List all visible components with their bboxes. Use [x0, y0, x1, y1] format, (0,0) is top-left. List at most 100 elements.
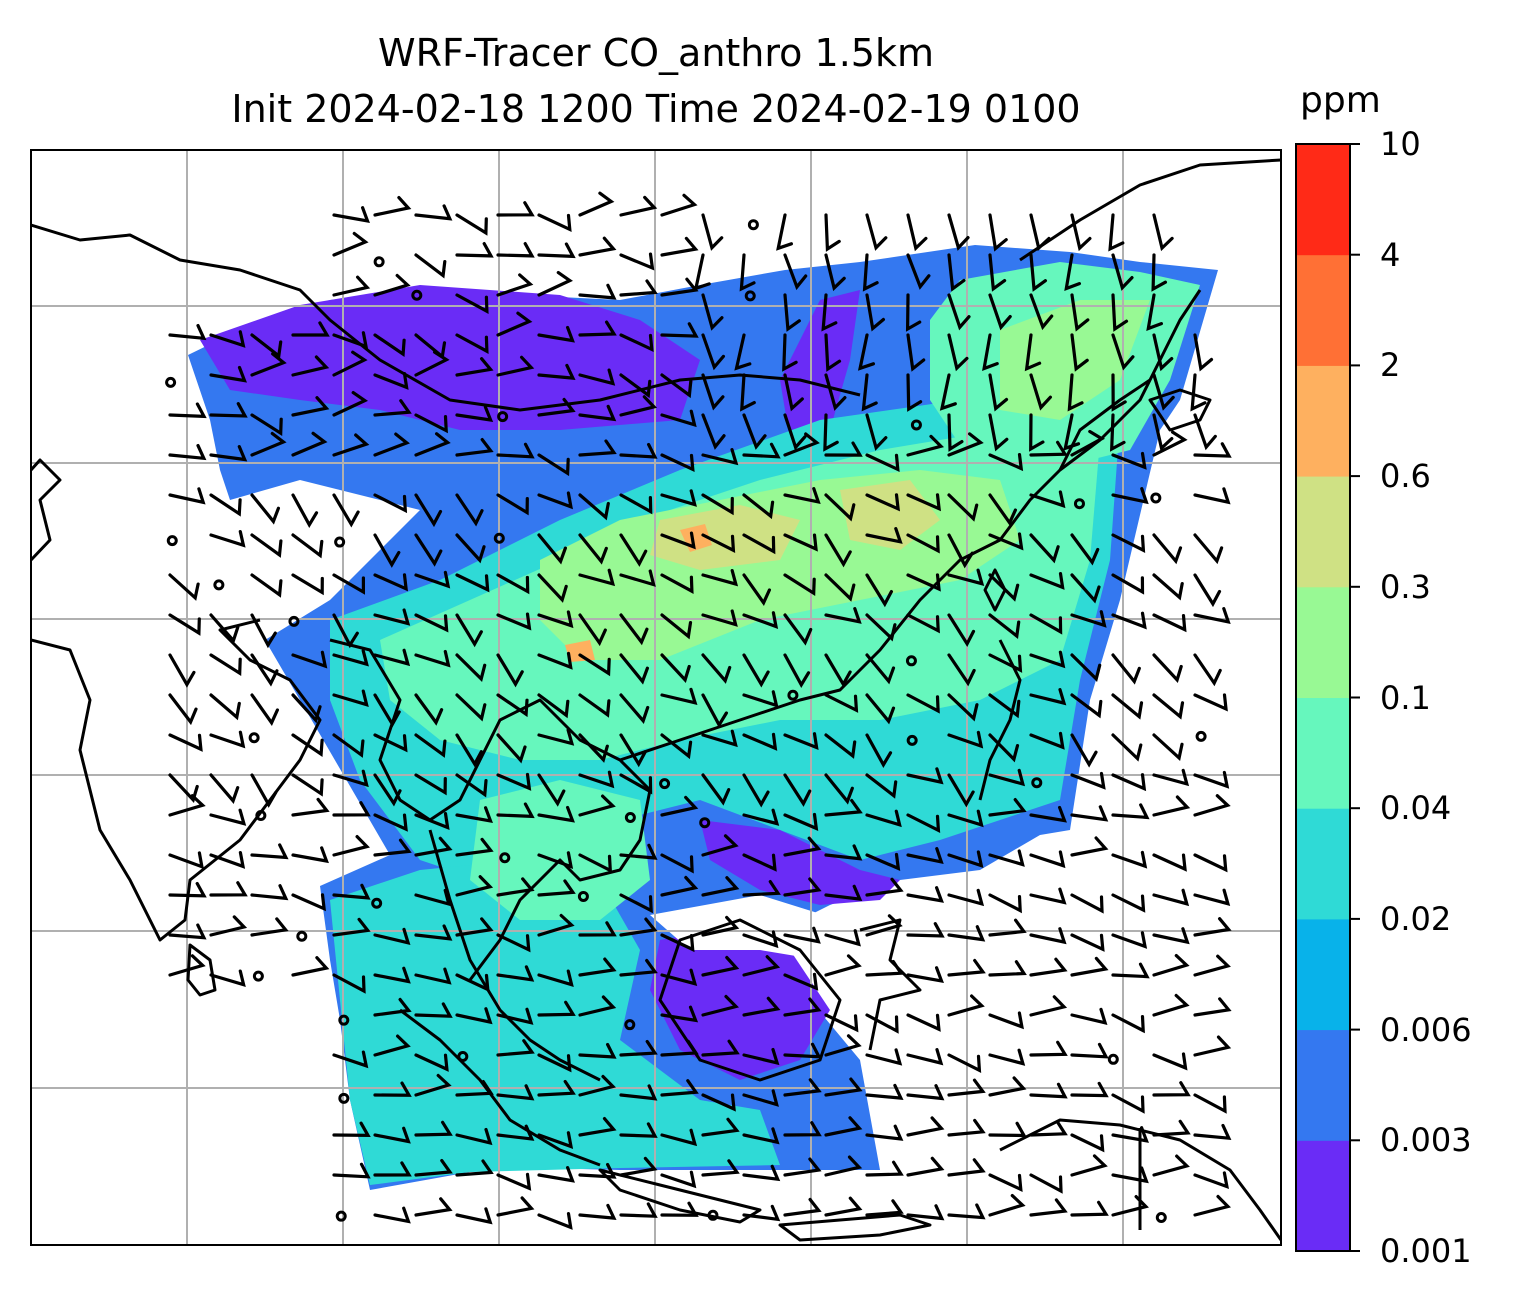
- wind-barb: [906, 693, 940, 714]
- wind-barb: [414, 967, 452, 985]
- wind-barb: [373, 533, 401, 568]
- wind-barb: [947, 958, 986, 977]
- wind-barb: [905, 293, 922, 332]
- wind-barb: [1152, 430, 1188, 457]
- wind-barb: [906, 813, 941, 833]
- wind-barb: [783, 773, 812, 807]
- wind-barb: [1111, 1126, 1149, 1143]
- wind-barb: [1070, 293, 1090, 332]
- wind-barb: [660, 453, 695, 473]
- wind-barb: [332, 433, 370, 457]
- wind-barb: [332, 769, 369, 788]
- wind-barb: [742, 930, 779, 949]
- wind-barb: [988, 613, 1021, 639]
- wind-barb: [537, 271, 573, 297]
- wind-barb: [1193, 1123, 1232, 1141]
- calm-wind-marker: [699, 817, 711, 829]
- wind-barb: [660, 193, 698, 217]
- wind-barb: [619, 693, 650, 724]
- wind-barb: [947, 253, 966, 292]
- wind-barb: [947, 413, 964, 452]
- wind-barb: [742, 853, 777, 872]
- wind-barb: [660, 277, 699, 297]
- wind-barb: [988, 573, 1020, 602]
- wind-barb: [947, 925, 986, 942]
- coastline-japan: [1148, 388, 1212, 432]
- wind-barb: [1029, 1040, 1068, 1057]
- calm-wind-marker: [577, 890, 589, 902]
- wind-barb: [824, 1077, 863, 1097]
- calm-wind-marker: [288, 615, 300, 627]
- wind-barb: [455, 1207, 493, 1225]
- wind-barb: [1029, 293, 1054, 331]
- wind-barb: [824, 929, 861, 947]
- calm-wind-marker: [338, 1092, 350, 1104]
- wind-barb: [209, 969, 246, 988]
- coastline-srilanka: [186, 943, 217, 997]
- wind-barb: [865, 413, 888, 451]
- wind-barb: [824, 733, 857, 759]
- wind-barb: [824, 333, 842, 372]
- wind-barb: [332, 835, 370, 857]
- wind-barb: [660, 853, 694, 874]
- wind-barb: [783, 836, 822, 857]
- wind-barb: [496, 1084, 535, 1101]
- calm-wind-marker: [166, 535, 178, 547]
- wind-barb: [693, 253, 711, 291]
- wind-barb: [734, 333, 752, 371]
- wind-barb: [1070, 893, 1104, 914]
- wind-barb: [537, 651, 573, 670]
- wind-barb: [1193, 1035, 1232, 1057]
- wind-barb: [1193, 888, 1231, 906]
- wind-barb: [1111, 1093, 1145, 1114]
- wind-barb: [209, 730, 246, 749]
- wind-barb: [1193, 770, 1230, 789]
- wind-barb: [1190, 373, 1207, 412]
- wind-barb: [783, 1197, 822, 1217]
- wind-barb: [947, 1158, 986, 1177]
- wind-barb: [1111, 533, 1146, 553]
- coastline-newguinea: [999, 1118, 1281, 1241]
- wind-barb: [862, 253, 879, 292]
- wind-barb: [865, 653, 896, 685]
- wind-barb: [701, 1159, 740, 1177]
- wind-barb: [824, 573, 856, 602]
- wind-barb: [1029, 688, 1067, 706]
- colorbar-tick-label: 10: [1380, 125, 1421, 163]
- wind-barb: [250, 773, 278, 808]
- field-peak-central: [650, 505, 800, 570]
- wind-barb: [865, 573, 893, 608]
- wind-barb: [660, 875, 699, 897]
- wind-barb: [1152, 653, 1183, 684]
- wind-barb: [742, 1127, 780, 1145]
- wind-barb: [455, 357, 494, 377]
- wind-barb: [373, 813, 408, 832]
- wind-barb: [742, 955, 781, 977]
- wind-barb: [455, 613, 483, 648]
- wind-barb: [619, 613, 649, 646]
- wind-barb: [332, 883, 371, 900]
- wind-barb: [455, 242, 494, 258]
- calm-wind-marker: [747, 219, 759, 231]
- wind-barb: [414, 693, 444, 726]
- wind-barb: [824, 884, 863, 902]
- wind-barb: [824, 1196, 863, 1217]
- wind-barb: [1070, 1007, 1108, 1025]
- wind-barb: [823, 413, 839, 452]
- wind-barb: [291, 956, 330, 977]
- wind-barb: [619, 252, 655, 271]
- calm-wind-marker: [248, 732, 260, 744]
- wind-barb: [1029, 533, 1060, 564]
- wind-barb: [619, 773, 653, 795]
- wind-barb: [496, 273, 534, 297]
- wind-barb: [578, 1203, 617, 1220]
- wind-barb: [373, 966, 411, 984]
- wind-barb: [783, 1121, 822, 1137]
- calm-wind-marker: [334, 536, 346, 548]
- wind-barb: [1063, 413, 1081, 451]
- wind-barb: [783, 972, 819, 991]
- wind-barb: [824, 493, 856, 522]
- wind-barb: [250, 884, 289, 901]
- wind-barb: [742, 690, 779, 708]
- wind-barb: [1111, 693, 1144, 720]
